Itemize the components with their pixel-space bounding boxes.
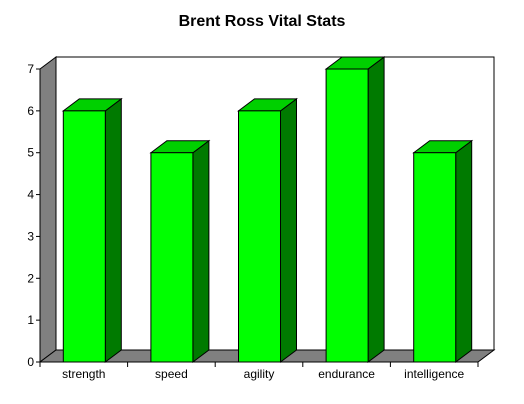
y-tick-label: 3 (27, 229, 34, 243)
bar-strength (61, 97, 123, 363)
x-tick-label: speed (155, 367, 188, 381)
bar-front (238, 110, 281, 363)
bar-front (62, 110, 106, 363)
x-tick-label: endurance (318, 367, 375, 381)
y-axis: 0 1 2 3 4 5 6 7 (27, 62, 40, 369)
bar-front (325, 68, 369, 363)
chart-title: Brent Ross Vital Stats (179, 13, 346, 30)
y-tick-label: 6 (27, 104, 34, 118)
y-tick-label: 1 (27, 313, 34, 327)
x-tick-label: intelligence (404, 367, 464, 381)
y-tick-label: 0 (27, 355, 34, 369)
y-tick-label: 7 (27, 62, 34, 76)
bar-side (455, 139, 473, 363)
bar-side (367, 56, 385, 363)
bar-side (104, 97, 122, 363)
bar-front (150, 152, 194, 363)
bar-speed (149, 139, 211, 363)
x-tick-label: agility (244, 367, 275, 381)
left-wall (39, 56, 57, 363)
y-tick-label: 2 (27, 271, 34, 285)
x-tick-label: strength (62, 367, 105, 381)
bar-endurance (324, 56, 386, 363)
y-tick-label: 4 (27, 188, 34, 202)
bar-front (413, 152, 457, 363)
bar-intelligence (412, 139, 474, 363)
bar-series (61, 56, 474, 363)
x-axis: strength speed agility endurance intelligenc… (39, 361, 479, 381)
bar-side (192, 139, 210, 363)
bar-agility (237, 97, 298, 363)
bar-side (280, 97, 297, 363)
y-tick-label: 5 (27, 146, 34, 160)
